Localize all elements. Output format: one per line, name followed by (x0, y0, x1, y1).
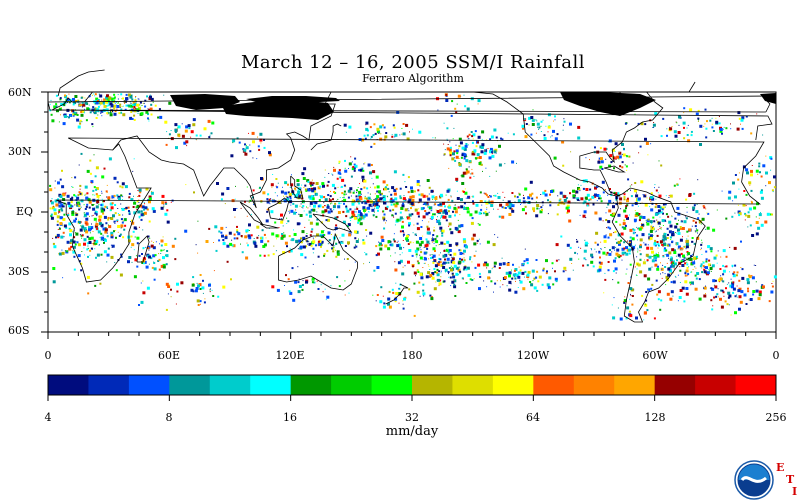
map-title: March 12 – 16, 2005 SSM/I Rainfall (240, 52, 585, 73)
coastline (611, 187, 706, 323)
colorbar-tick-32: 32 (405, 411, 419, 424)
coastline (674, 81, 696, 93)
colorbar-tick-4: 4 (44, 411, 52, 424)
colorbar-tick-256: 256 (765, 411, 787, 424)
colorbar-cell (250, 375, 292, 395)
missing-data-patch (222, 100, 334, 120)
coastline (51, 91, 773, 141)
coastline (57, 69, 105, 97)
coastline (440, 91, 617, 197)
noaa-logo-icon (734, 460, 774, 500)
lon-label-60w: 60W (642, 349, 668, 362)
coastlines (47, 69, 773, 323)
colorbar-tick-128: 128 (644, 411, 666, 424)
colorbar-cell (412, 375, 453, 395)
colorbar-units: mm/day (385, 424, 439, 439)
colorbar-cell (169, 375, 211, 395)
lat-label-60n: 60N (8, 86, 32, 99)
colorbar-cell (48, 375, 89, 395)
lat-label-30n: 30N (8, 145, 32, 158)
lon-label-120e: 120E (275, 349, 305, 362)
colorbar-cell (654, 375, 696, 395)
eti-letter-t: T (786, 473, 795, 486)
colorbar-cell (573, 375, 615, 395)
colorbar-cell (695, 375, 737, 395)
lat-label-30s: 30S (8, 265, 30, 278)
coastline (385, 283, 409, 305)
colorbar-cell (533, 375, 575, 395)
colorbar-cell (88, 375, 130, 395)
colorbar-cell (209, 375, 251, 395)
coastline (579, 91, 664, 197)
colorbar-cell (452, 375, 494, 395)
colorbar-cell (735, 375, 777, 395)
colorbar-tick-8: 8 (165, 411, 173, 424)
colorbar-tick-64: 64 (526, 411, 540, 424)
rainfall-pixels (49, 93, 777, 321)
colorbar-cell (371, 375, 413, 395)
coastline (310, 123, 342, 151)
axis-ticks (41, 91, 777, 401)
colorbar-cell (290, 375, 332, 395)
eti-letter-i: I (792, 485, 798, 498)
coastline (47, 95, 771, 113)
lon-label-120w: 120W (516, 349, 550, 362)
map-frame (47, 91, 777, 333)
colorbar-cell (128, 375, 170, 395)
coastline (290, 175, 304, 199)
coastline (112, 91, 336, 209)
colorbar-cell (492, 375, 534, 395)
coastline (603, 165, 626, 173)
lon-label-60e: 60E (157, 349, 181, 362)
lon-label-180: 180 (401, 349, 423, 362)
coastline (260, 223, 279, 229)
lon-label-0-east: 0 (772, 349, 780, 362)
coastline (312, 213, 353, 233)
colorbar-tick-16: 16 (283, 411, 297, 424)
eti-letter-e: E (776, 461, 785, 474)
coastline (239, 201, 264, 226)
colorbar-cell (614, 375, 656, 395)
coastline (55, 137, 765, 283)
lat-label-eq: EQ (16, 205, 34, 218)
lat-label-60s: 60S (8, 324, 30, 337)
map-subtitle: Ferraro Algorithm (362, 72, 464, 85)
coastline (136, 235, 150, 263)
coastline (278, 232, 358, 291)
colorbar-cell (331, 375, 373, 395)
coastline (268, 197, 290, 221)
lon-label-0-west: 0 (44, 349, 52, 362)
colorbar-cells (48, 375, 777, 395)
